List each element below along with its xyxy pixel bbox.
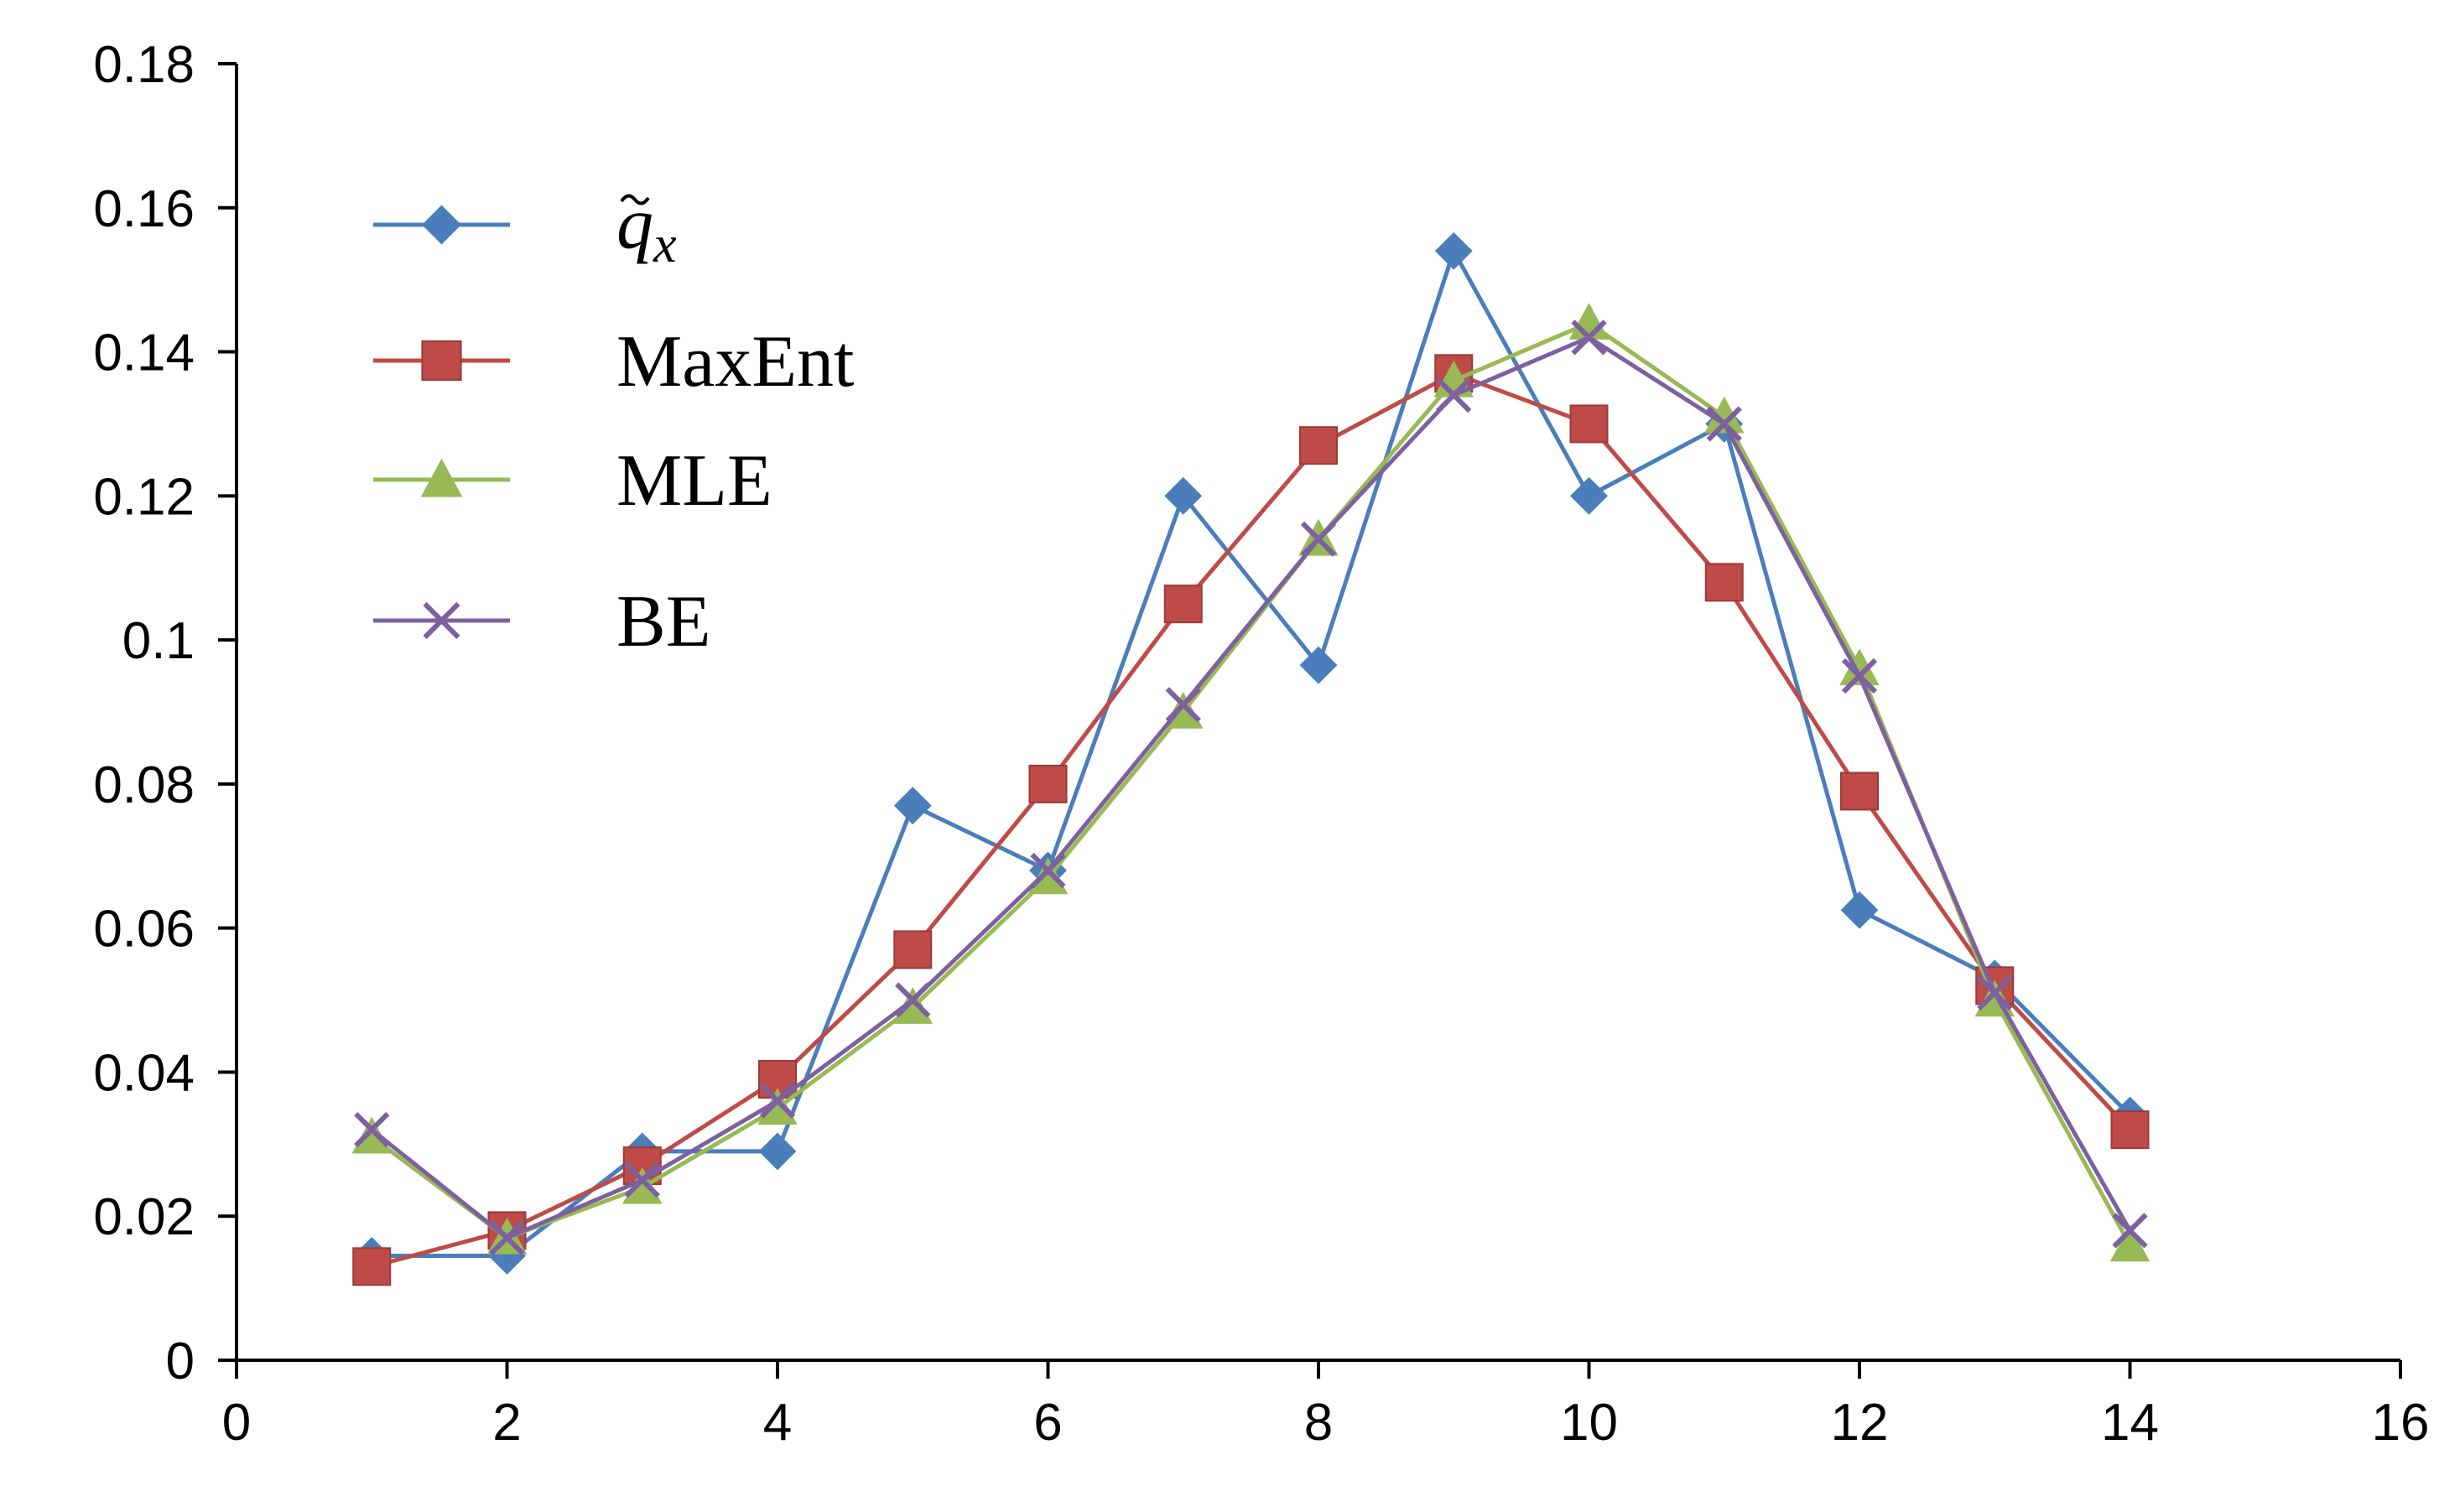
data-point	[758, 1132, 797, 1171]
series-layer	[351, 231, 2151, 1286]
data-point	[895, 982, 931, 1018]
data-point	[352, 1247, 392, 1286]
data-point	[1163, 585, 1203, 624]
legend-label: MLE	[616, 440, 772, 522]
series-be	[354, 320, 2148, 1256]
legend-entry: MaxEnt	[373, 321, 855, 403]
x-tick-label: 4	[763, 1394, 792, 1452]
data-point	[1165, 687, 1201, 723]
data-point	[1840, 772, 1879, 811]
legend-entry: MLE	[373, 440, 772, 522]
y-tick-label: 0.08	[93, 756, 195, 814]
x-tick-label: 2	[492, 1394, 521, 1452]
tilde-accent	[620, 194, 650, 205]
data-point	[759, 1083, 796, 1119]
x-marker-stroke	[354, 1112, 390, 1148]
x-tick-label: 14	[2101, 1394, 2159, 1452]
x-marker-stroke	[1977, 974, 2013, 1011]
x-tick-label: 16	[2372, 1394, 2430, 1452]
x-tick-label: 12	[1831, 1394, 1889, 1452]
x-marker-stroke	[1030, 852, 1066, 889]
data-point	[2112, 1213, 2148, 1249]
data-point	[893, 787, 932, 825]
data-point	[1028, 764, 1068, 803]
series-line	[370, 320, 2132, 1246]
y-tick-label: 0.04	[93, 1044, 195, 1102]
x-marker-stroke	[423, 601, 460, 640]
x-marker-stroke	[895, 982, 931, 1018]
series-line	[370, 335, 2132, 1240]
x-marker-stroke	[1436, 377, 1472, 413]
data-point	[1436, 377, 1472, 413]
data-point	[893, 930, 933, 969]
axes	[235, 64, 2400, 1362]
y-axis-ticks: 0 0.02 0.04 0.06 0.08 0.1 0.12 0.14 0.16 0.18	[93, 36, 237, 1390]
data-point	[1977, 974, 2013, 1011]
legend-swatch-marker	[423, 601, 460, 640]
data-point	[1299, 426, 1338, 465]
y-tick-label: 0.16	[93, 180, 195, 238]
data-point	[489, 1219, 525, 1256]
data-point	[351, 1116, 392, 1154]
legend-label: BE	[616, 581, 710, 662]
legend-label: MaxEnt	[616, 321, 855, 403]
data-point	[354, 1112, 390, 1148]
x-marker-stroke	[1841, 657, 1878, 694]
y-tick-label: 0	[166, 1333, 195, 1390]
data-point	[1164, 476, 1203, 515]
legend-swatch-marker	[420, 458, 463, 497]
data-point	[2109, 1224, 2151, 1262]
legend-entry: qx	[373, 184, 677, 273]
x-marker-stroke	[624, 1162, 660, 1198]
y-tick-label: 0.14	[93, 325, 195, 382]
data-point	[1434, 231, 1473, 270]
x-marker-stroke	[1300, 521, 1337, 557]
x-marker-stroke	[1706, 406, 1742, 442]
data-point	[1570, 476, 1608, 515]
data-point	[1571, 320, 1607, 356]
x-axis-ticks: 0 2 4 6 8 10 12 14 16	[222, 1360, 2430, 1452]
series-maxent	[352, 354, 2150, 1286]
x-marker-stroke	[2112, 1213, 2148, 1249]
x-marker-stroke	[759, 1083, 796, 1119]
y-tick-label: 0.06	[93, 901, 195, 959]
x-tick-label: 0	[222, 1394, 251, 1452]
x-marker-stroke	[489, 1219, 525, 1256]
data-point	[1706, 406, 1742, 442]
series-line	[371, 371, 2132, 1269]
y-tick-label: 0.12	[93, 468, 195, 526]
y-tick-label: 0.02	[93, 1188, 195, 1246]
legend-swatch-marker	[421, 340, 462, 382]
x-tick-label: 10	[1560, 1394, 1618, 1452]
y-tick-label: 0.1	[122, 612, 195, 670]
legend-swatch-marker	[422, 205, 461, 245]
x-marker-stroke	[1165, 687, 1201, 723]
data-point	[1300, 521, 1337, 557]
data-point	[624, 1162, 660, 1198]
legend: qx MaxEnt MLE BE	[373, 184, 855, 662]
data-point	[1299, 646, 1338, 684]
data-point	[1704, 563, 1744, 602]
x-tick-label: 6	[1033, 1394, 1062, 1452]
data-point	[1569, 404, 1609, 444]
data-point	[1840, 891, 1879, 929]
data-point	[1030, 852, 1066, 889]
x-marker-stroke	[1571, 320, 1607, 356]
legend-entry: BE	[373, 581, 710, 662]
data-point	[1841, 657, 1878, 694]
x-tick-label: 8	[1304, 1394, 1333, 1452]
data-point	[2110, 1110, 2150, 1150]
y-tick-label: 0.18	[93, 36, 195, 94]
